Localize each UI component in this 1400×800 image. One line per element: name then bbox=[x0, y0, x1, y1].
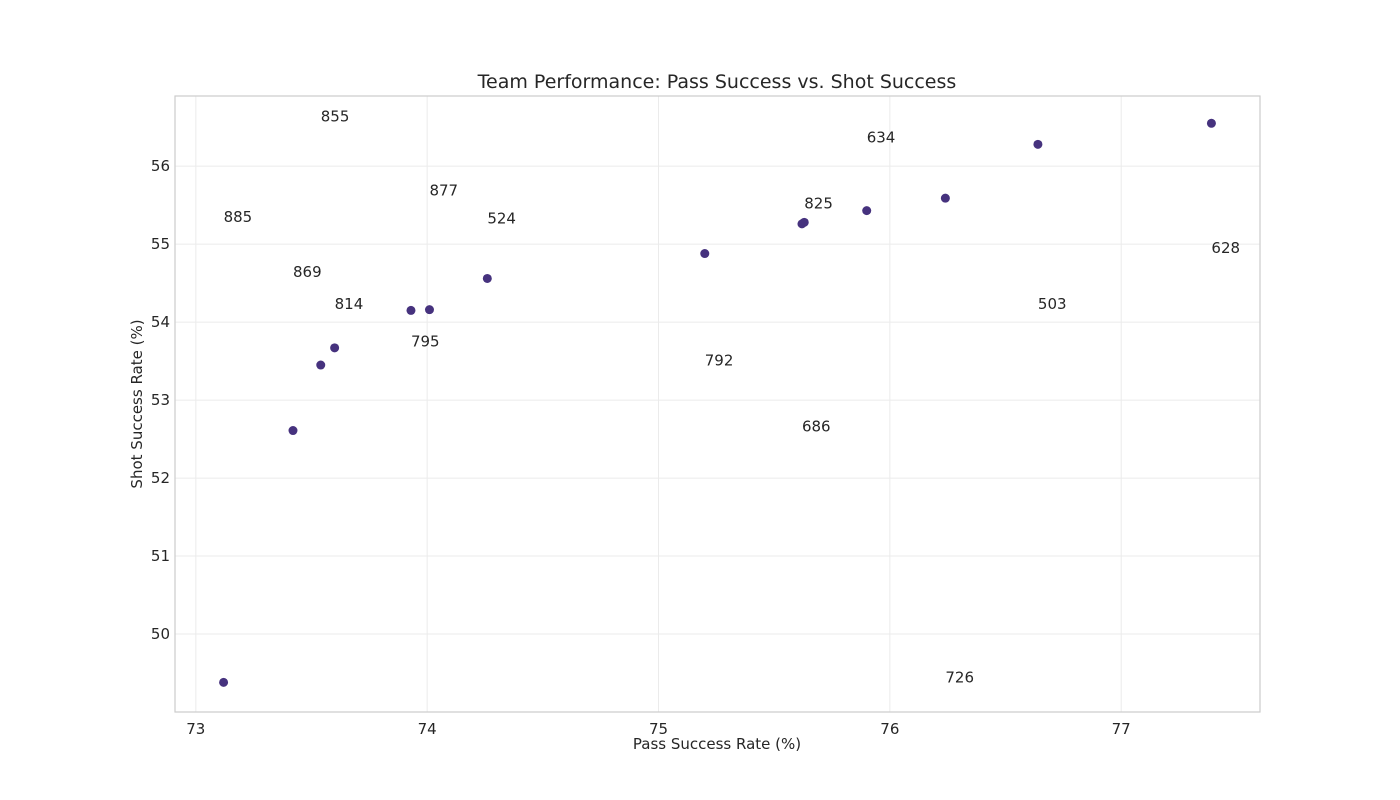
x-tick-label: 74 bbox=[418, 720, 437, 738]
data-point bbox=[424, 305, 434, 315]
y-tick-label: 55 bbox=[151, 235, 170, 253]
data-point bbox=[940, 193, 950, 203]
point-annotation: 634 bbox=[867, 128, 896, 146]
data-point bbox=[482, 273, 492, 283]
point-annotation: 726 bbox=[945, 669, 974, 687]
x-tick-label: 75 bbox=[649, 720, 668, 738]
y-tick-labels: 50 51 52 53 54 55 56 bbox=[151, 157, 170, 643]
annotations: 855 634 877 825 885 524 628 869 503 814 795 792 686 7… bbox=[224, 107, 1240, 686]
data-point bbox=[862, 206, 872, 216]
y-tick-label: 56 bbox=[151, 157, 170, 175]
x-tick-labels: 73 74 75 76 77 bbox=[186, 720, 1130, 738]
point-annotation: 686 bbox=[802, 418, 831, 436]
x-tick-label: 77 bbox=[1112, 720, 1131, 738]
point-annotation: 869 bbox=[293, 263, 322, 281]
point-annotation: 524 bbox=[487, 209, 516, 227]
data-point bbox=[406, 305, 416, 315]
point-annotation: 792 bbox=[705, 351, 734, 369]
data-point bbox=[288, 426, 298, 436]
y-tick-label: 53 bbox=[151, 391, 170, 409]
point-annotation: 814 bbox=[335, 295, 364, 313]
point-annotation: 628 bbox=[1211, 239, 1240, 257]
data-point bbox=[1033, 139, 1043, 149]
data-point bbox=[700, 249, 710, 259]
plot-frame bbox=[174, 95, 1261, 713]
point-annotation: 795 bbox=[411, 333, 440, 351]
point-annotation: 855 bbox=[321, 107, 350, 125]
x-tick-label: 73 bbox=[186, 720, 205, 738]
point-annotation: 825 bbox=[804, 195, 833, 213]
y-axis-label: Shot Success Rate (%) bbox=[128, 319, 146, 488]
y-tick-label: 52 bbox=[151, 469, 170, 487]
point-annotation: 503 bbox=[1038, 295, 1067, 313]
grid-lines bbox=[175, 96, 1260, 712]
point-annotation: 885 bbox=[224, 208, 253, 226]
x-axis-label: Pass Success Rate (%) bbox=[633, 735, 801, 753]
point-annotation: 877 bbox=[429, 181, 458, 199]
data-point bbox=[219, 677, 229, 687]
x-tick-label: 76 bbox=[880, 720, 899, 738]
data-point bbox=[316, 360, 326, 370]
y-tick-label: 51 bbox=[151, 547, 170, 565]
chart-title: Team Performance: Pass Success vs. Shot … bbox=[477, 71, 957, 93]
data-points bbox=[219, 118, 1216, 687]
data-point bbox=[799, 217, 809, 227]
data-point bbox=[1206, 118, 1216, 128]
data-point bbox=[330, 343, 340, 353]
y-tick-label: 54 bbox=[151, 313, 170, 331]
y-tick-label: 50 bbox=[151, 625, 170, 643]
